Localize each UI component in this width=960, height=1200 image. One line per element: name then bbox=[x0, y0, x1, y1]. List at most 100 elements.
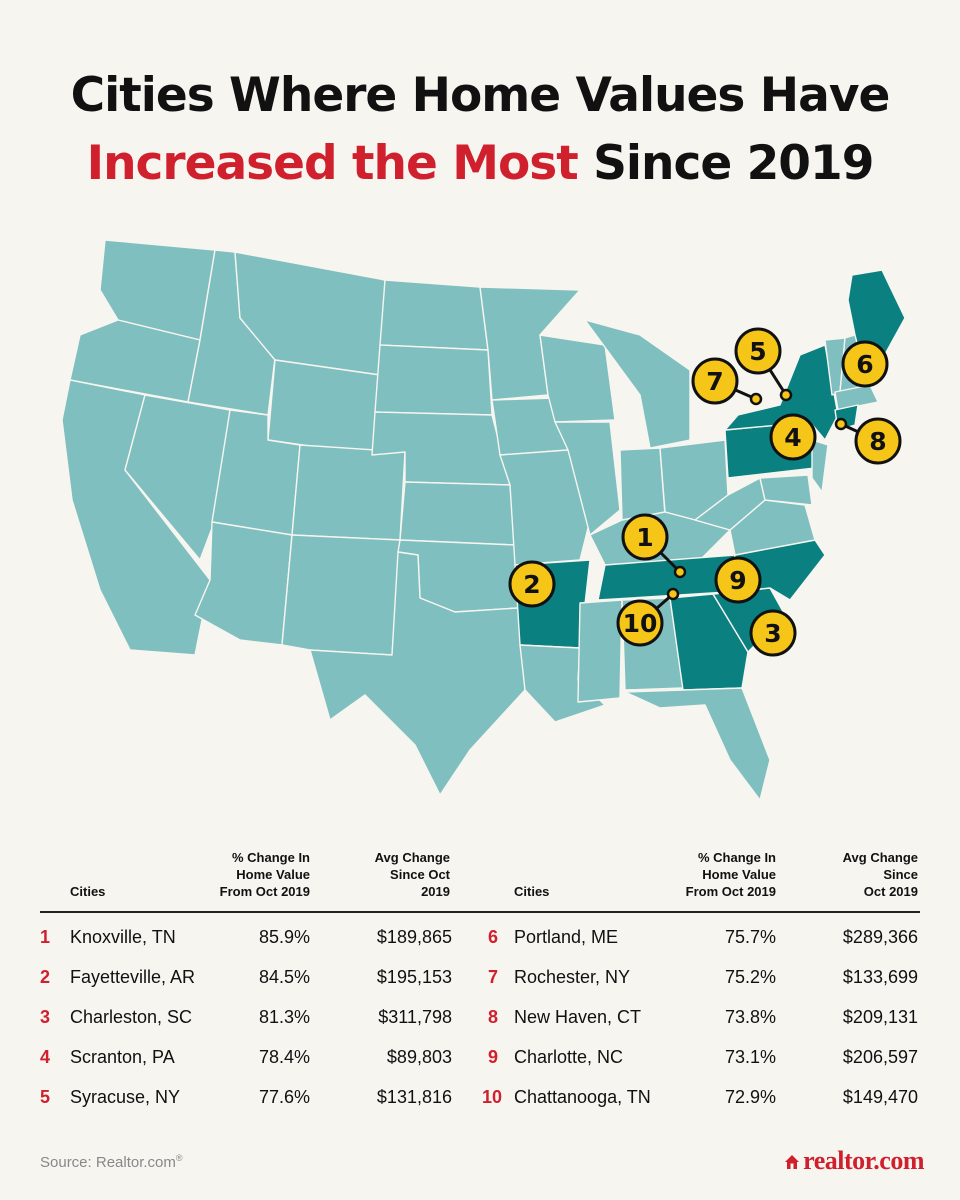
row-city: Scranton, PA bbox=[70, 1047, 175, 1067]
row-city: Charlotte, NC bbox=[514, 1047, 624, 1067]
row-avg: $311,798 bbox=[378, 1007, 452, 1027]
row-rank: 9 bbox=[488, 1047, 499, 1067]
state-il bbox=[554, 421, 621, 536]
table-left: Cities % Change In Home Value From Oct 2… bbox=[40, 842, 458, 900]
row-rank: 1 bbox=[40, 927, 51, 947]
row-pct: 78.4% bbox=[258, 1047, 310, 1067]
registered-mark: ® bbox=[175, 1153, 183, 1163]
row-city: New Haven, CT bbox=[514, 1007, 642, 1027]
state-ms bbox=[577, 599, 623, 703]
marker-10-label: 10 bbox=[623, 609, 658, 638]
state-sd bbox=[374, 344, 493, 416]
marker-5-label: 5 bbox=[749, 337, 766, 366]
row-rank: 2 bbox=[40, 967, 51, 987]
row-city: Knoxville, TN bbox=[70, 927, 176, 947]
marker-4-label: 4 bbox=[784, 423, 801, 452]
us-map: 1 2 3 4 5 6 7 bbox=[61, 239, 906, 801]
state-wv bbox=[694, 477, 766, 531]
marker-4[interactable]: 4 bbox=[769, 413, 817, 461]
marker-1-label: 1 bbox=[636, 523, 653, 552]
marker-8-label: 8 bbox=[869, 427, 886, 456]
state-tx bbox=[309, 551, 526, 796]
state-nv bbox=[124, 394, 231, 561]
realtor-logo: realtor.com bbox=[784, 1146, 924, 1176]
row-avg: $131,816 bbox=[376, 1087, 452, 1107]
marker-6-label: 6 bbox=[856, 350, 873, 379]
row-city: Rochester, NY bbox=[514, 967, 631, 987]
table-row: 6 Portland, ME 75.7% $289,366 bbox=[482, 926, 920, 966]
state-md bbox=[759, 474, 813, 506]
header-avg-change: Avg Change Since Oct 2019 bbox=[374, 850, 450, 899]
row-pct: 73.8% bbox=[724, 1007, 776, 1027]
state-nm bbox=[281, 534, 401, 656]
table-row: 9 Charlotte, NC 73.1% $206,597 bbox=[482, 1046, 920, 1086]
state-ks bbox=[399, 481, 516, 546]
marker-1[interactable]: 1 bbox=[621, 513, 687, 579]
marker-9[interactable]: 9 bbox=[714, 556, 762, 604]
marker-6[interactable]: 6 bbox=[841, 340, 889, 388]
row-avg: $189,865 bbox=[376, 927, 452, 947]
state-co bbox=[291, 444, 406, 541]
house-icon bbox=[785, 1155, 800, 1169]
marker-7[interactable]: 7 bbox=[691, 357, 763, 406]
row-rank: 10 bbox=[482, 1087, 503, 1107]
header-divider bbox=[40, 911, 920, 913]
row-city: Chattanooga, TN bbox=[514, 1087, 651, 1107]
row-city: Fayetteville, AR bbox=[70, 967, 196, 987]
row-city: Portland, ME bbox=[514, 927, 619, 947]
header-avg-change: Avg Change Since Oct 2019 bbox=[842, 850, 918, 899]
row-city: Charleston, SC bbox=[70, 1007, 193, 1027]
row-pct: 75.7% bbox=[724, 927, 776, 947]
title-rest: Since 2019 bbox=[577, 136, 874, 191]
map-markers: 1 2 3 4 5 6 7 bbox=[508, 327, 902, 657]
marker-7-label: 7 bbox=[706, 367, 723, 396]
marker-3[interactable]: 3 bbox=[749, 609, 797, 657]
row-rank: 6 bbox=[488, 927, 499, 947]
table-row: 7 Rochester, NY 75.2% $133,699 bbox=[482, 966, 920, 1006]
table-row: 4 Scranton, PA 78.4% $89,803 bbox=[40, 1046, 458, 1086]
row-pct: 73.1% bbox=[724, 1047, 776, 1067]
row-city: Syracuse, NY bbox=[70, 1087, 181, 1107]
header-cities: Cities bbox=[70, 884, 106, 899]
logo-text: realtor.com bbox=[803, 1146, 924, 1175]
table-row: 2 Fayetteville, AR 84.5% $195,153 bbox=[40, 966, 458, 1006]
source-note: Source: Realtor.com® bbox=[40, 1153, 183, 1171]
marker-8[interactable]: 8 bbox=[834, 417, 902, 465]
marker-3-label: 3 bbox=[764, 619, 781, 648]
row-rank: 7 bbox=[488, 967, 499, 987]
row-avg: $195,153 bbox=[376, 967, 452, 987]
row-pct: 81.3% bbox=[258, 1007, 310, 1027]
row-avg: $289,366 bbox=[842, 927, 918, 947]
header-pct-change: % Change In Home Value From Oct 2019 bbox=[219, 850, 310, 899]
row-rank: 3 bbox=[40, 1007, 51, 1027]
marker-2-label: 2 bbox=[523, 570, 540, 599]
row-avg: $133,699 bbox=[842, 967, 918, 987]
row-avg: $206,597 bbox=[842, 1047, 918, 1067]
row-avg: $149,470 bbox=[842, 1087, 918, 1107]
title-line-1: Cities Where Home Values Have bbox=[70, 68, 891, 123]
marker-5[interactable]: 5 bbox=[734, 327, 793, 402]
table-right: Cities % Change In Home Value From Oct 2… bbox=[482, 842, 920, 900]
row-pct: 72.9% bbox=[724, 1087, 776, 1107]
marker-10[interactable]: 10 bbox=[616, 587, 680, 647]
state-wy bbox=[267, 359, 381, 456]
state-az bbox=[194, 521, 293, 646]
table-row: 5 Syracuse, NY 77.6% $131,816 bbox=[40, 1086, 458, 1126]
table-row: 1 Knoxville, TN 85.9% $189,865 bbox=[40, 926, 458, 966]
state-ma bbox=[834, 384, 879, 411]
row-avg: $89,803 bbox=[386, 1047, 452, 1067]
states-layer bbox=[61, 239, 906, 801]
table-left-header: Cities % Change In Home Value From Oct 2… bbox=[40, 842, 458, 900]
table-row: 3 Charleston, SC 81.3% $311,798 bbox=[40, 1006, 458, 1046]
title-line-2: Increased the Most Since 2019 bbox=[0, 140, 960, 187]
row-pct: 75.2% bbox=[724, 967, 776, 987]
state-or bbox=[69, 319, 201, 403]
row-avg: $209,131 bbox=[842, 1007, 918, 1027]
title-highlight: Increased the Most bbox=[86, 136, 579, 191]
source-text: Source: Realtor.com bbox=[40, 1154, 176, 1171]
row-rank: 4 bbox=[40, 1047, 51, 1067]
header-pct-change: % Change In Home Value From Oct 2019 bbox=[685, 850, 776, 899]
row-pct: 84.5% bbox=[258, 967, 310, 987]
table-row: 10 Chattanooga, TN 72.9% $149,470 bbox=[482, 1086, 920, 1126]
marker-2[interactable]: 2 bbox=[508, 560, 556, 608]
